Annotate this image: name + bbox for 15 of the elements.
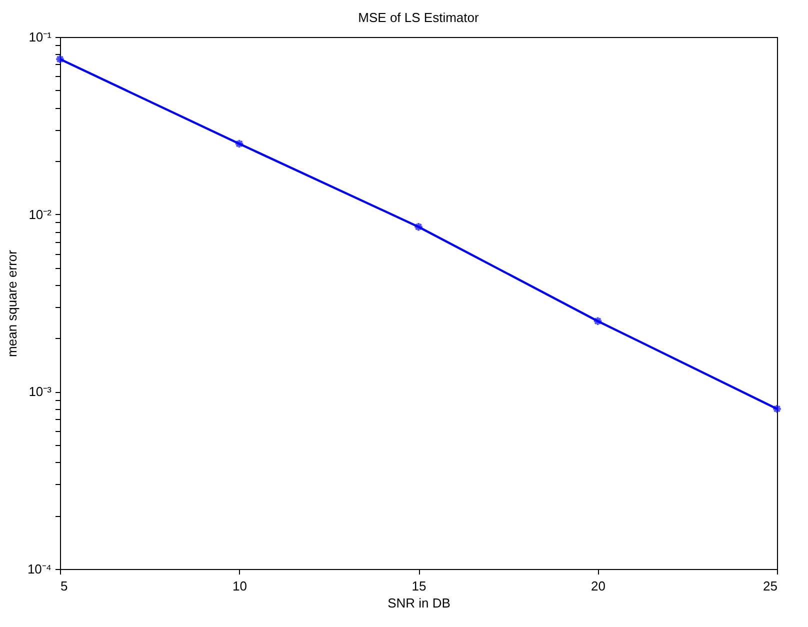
point xyxy=(414,222,424,232)
x-tick-label: 25 xyxy=(763,578,778,594)
y-tick-label: 10⁻⁴ xyxy=(27,562,52,576)
y-tick-label: 10⁻¹ xyxy=(28,30,52,44)
y-axis-title: mean square error xyxy=(4,249,20,357)
y-tick-label: 10⁻² xyxy=(28,206,52,222)
x-axis-title: SNR in DB xyxy=(388,596,450,610)
x-tick-label: 20 xyxy=(591,578,606,594)
y-tick-label: 10⁻³ xyxy=(28,384,52,400)
x-tick-label: 15 xyxy=(412,578,426,594)
x-tick-label: 5 xyxy=(60,578,68,594)
x-tick-label: 10 xyxy=(232,578,247,594)
point xyxy=(234,138,244,149)
chart-title: MSE of LS Estimator xyxy=(358,10,480,25)
point xyxy=(592,316,603,326)
